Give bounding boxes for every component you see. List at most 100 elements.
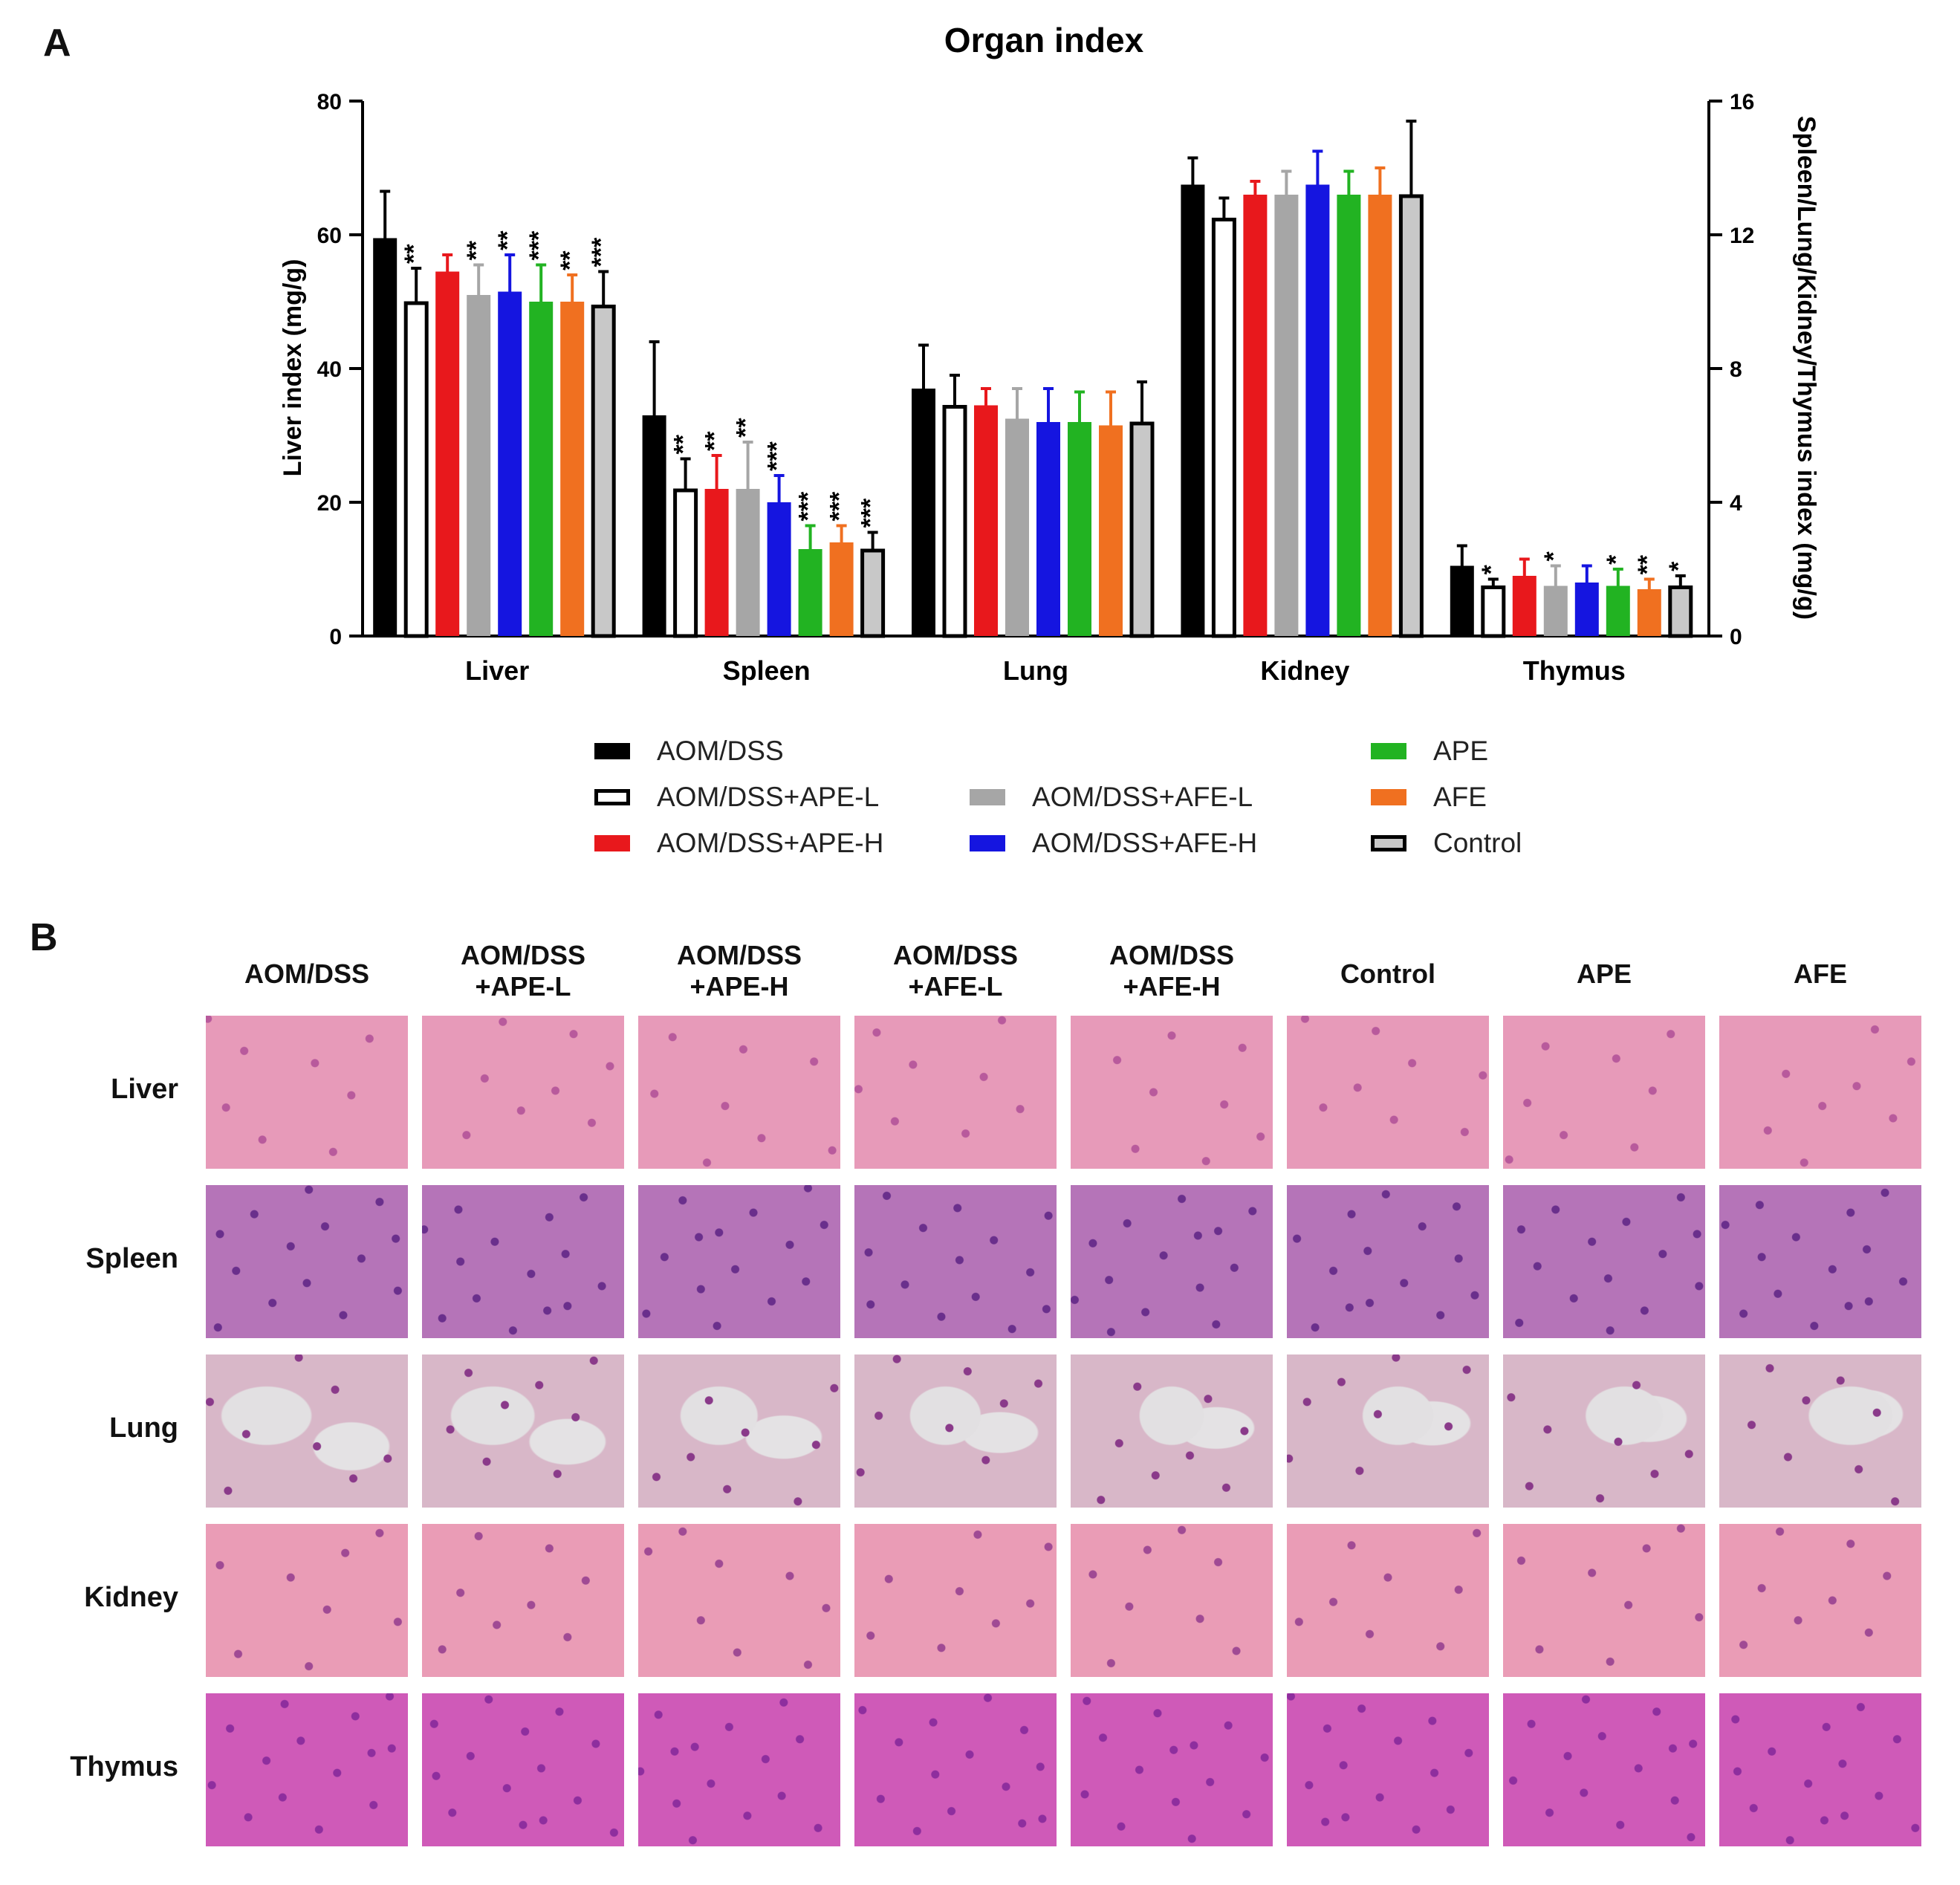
bar [467, 295, 491, 636]
bar [912, 389, 935, 636]
bar [1274, 195, 1299, 636]
bar [798, 549, 822, 636]
histology-image [637, 1353, 842, 1509]
significance-label: ** [556, 250, 584, 270]
significance-label: *** [857, 498, 885, 528]
histology-image [853, 1522, 1058, 1678]
histology-image [204, 1184, 409, 1340]
legend-swatch [1371, 835, 1406, 851]
bar [1398, 194, 1424, 638]
histology-image [637, 1522, 842, 1678]
row-label: Lung [109, 1412, 178, 1444]
bar [1099, 425, 1123, 636]
bar [1450, 565, 1474, 636]
bar [1305, 184, 1330, 636]
bar [1036, 422, 1060, 636]
significance-label: ** [701, 431, 729, 451]
histology-image [1069, 1353, 1274, 1509]
significance-label: *** [763, 441, 791, 471]
histology-image [421, 1353, 626, 1509]
legend-label: AOM/DSS+APE-H [657, 828, 884, 858]
significance-label: ** [400, 244, 428, 264]
legend-item: AOM/DSS+APE-H [594, 828, 883, 859]
bar [1243, 195, 1268, 636]
bar [403, 301, 429, 638]
y2-tick-label: 16 [1730, 90, 1754, 114]
bars-group: ** **** ***** ***** ********** *** ***** * ** * [373, 120, 1693, 638]
bar [1574, 583, 1599, 636]
histology-image [1502, 1522, 1707, 1678]
histology-image [1285, 1522, 1490, 1678]
row-label: Spleen [85, 1243, 178, 1274]
histology-image [853, 1692, 1058, 1848]
bar [829, 542, 854, 636]
panel-a-letter: A [43, 22, 71, 65]
histology-image [421, 1522, 626, 1678]
histology-image [1718, 1353, 1923, 1509]
x-tick-label: Thymus [1523, 655, 1626, 686]
bar [1068, 422, 1091, 636]
column-header: APE [1576, 958, 1632, 989]
bar [1337, 195, 1361, 636]
bar [1668, 585, 1693, 638]
y2-axis-label: Spleen/Lung/Kidney/Thymus index (mg/g) [1792, 116, 1820, 620]
y-tick-label: 0 [329, 625, 342, 649]
histology-image [637, 1692, 842, 1848]
significance-label: * [1602, 554, 1630, 565]
significance-label: *** [794, 491, 822, 521]
legend-item: AOM/DSS+APE-L [594, 782, 879, 813]
column-header: AOM/DSS +AFE-L [892, 940, 1018, 1002]
axes: 0 20 40 60 80 0 4 8 12 16 Liver Spleen Lung Kidney Thy… [317, 90, 1755, 686]
legend-label: AOM/DSS+AFE-H [1032, 828, 1258, 858]
bar [942, 405, 967, 638]
y-tick-label: 60 [317, 224, 342, 248]
bar [1481, 585, 1506, 638]
bar [704, 489, 729, 636]
legend-item: AOM/DSS+AFE-H [970, 828, 1257, 859]
histology-image [204, 1014, 409, 1170]
histology-image [1502, 1014, 1707, 1170]
legend: AOM/DSS APE AOM/DSS+APE-L AOM/DSS+AFE-L AFE A… [594, 736, 1635, 877]
column-header: AOM/DSS +APE-H [676, 940, 802, 1002]
legend-label: AOM/DSS+APE-L [657, 782, 880, 812]
legend-item: AOM/DSS [594, 736, 784, 767]
bar [1129, 421, 1155, 638]
organ-index-chart: Organ index Liver index (mg/g) Spleen/Lu… [279, 21, 1820, 686]
significance-label: * [1664, 561, 1693, 571]
legend-swatch [970, 835, 1005, 851]
bar [373, 238, 397, 636]
bar [642, 415, 666, 636]
significance-label: ** [1633, 554, 1661, 574]
x-tick-label: Liver [465, 655, 529, 686]
legend-swatch [970, 789, 1005, 805]
legend-label: AFE [1433, 782, 1487, 812]
panel-b-letter: B [30, 916, 58, 959]
histology-image [1285, 1353, 1490, 1509]
histology-image [1502, 1692, 1707, 1848]
y-axis-label: Liver index (mg/g) [279, 259, 307, 477]
histology-image [1069, 1014, 1274, 1170]
significance-label: ** [732, 418, 760, 438]
histology-image [1285, 1184, 1490, 1340]
row-label: Kidney [84, 1582, 178, 1613]
x-tick-label: Spleen [723, 655, 811, 686]
histology-image [637, 1014, 842, 1170]
bar [498, 291, 522, 636]
y2-tick-label: 12 [1730, 224, 1754, 248]
histology-image [637, 1184, 842, 1340]
bar [591, 305, 616, 638]
legend-swatch [594, 743, 630, 759]
significance-label: ** [493, 230, 522, 250]
bar [1181, 184, 1205, 636]
histology-image [1718, 1184, 1923, 1340]
legend-label: AOM/DSS+AFE-L [1032, 782, 1253, 812]
significance-label: *** [525, 230, 553, 260]
y-tick-label: 80 [317, 90, 342, 114]
legend-swatch [1371, 789, 1406, 805]
bar [1512, 576, 1536, 636]
bar [1211, 218, 1236, 638]
histology-image [1502, 1353, 1707, 1509]
row-label: Thymus [70, 1751, 178, 1782]
legend-item: AOM/DSS+AFE-L [970, 782, 1253, 813]
bar [1606, 585, 1630, 636]
